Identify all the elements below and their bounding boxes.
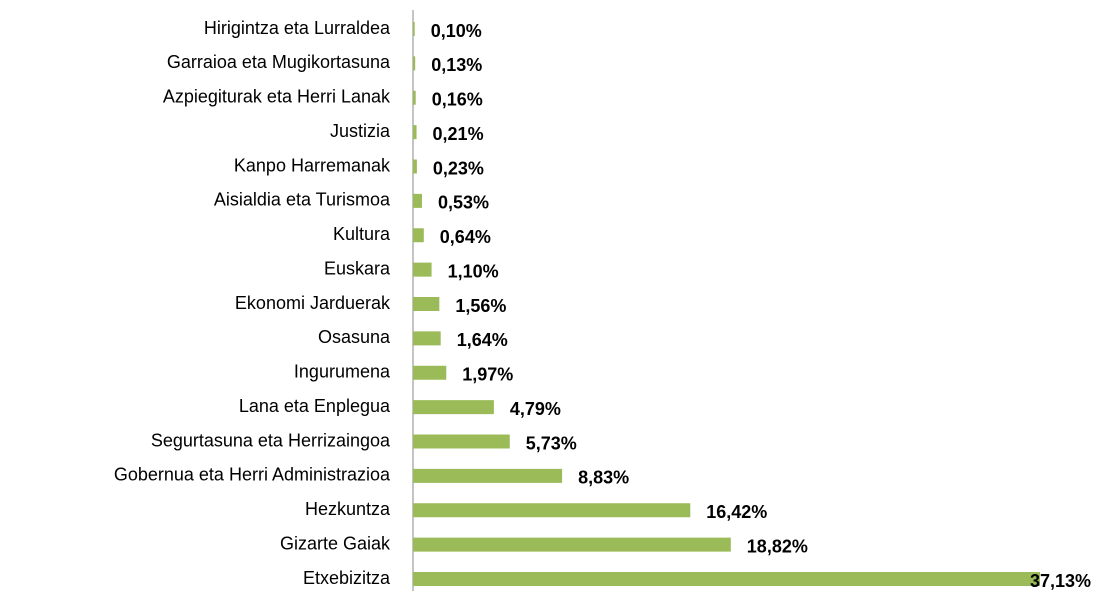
value-label: 1,10% — [448, 261, 499, 281]
value-label: 0,64% — [440, 227, 491, 247]
category-label: Kanpo Harremanak — [234, 155, 391, 175]
category-label: Lana eta Enplegua — [239, 396, 391, 416]
bar — [413, 22, 415, 36]
value-label: 0,21% — [433, 124, 484, 144]
bar — [413, 90, 416, 105]
value-label: 0,13% — [431, 55, 482, 75]
category-label: Osasuna — [318, 327, 391, 347]
bar — [413, 297, 440, 311]
value-label: 16,42% — [706, 502, 767, 522]
category-label: Justizia — [330, 121, 391, 141]
bar — [413, 468, 563, 483]
value-label: 5,73% — [526, 433, 577, 453]
category-label: Ingurumena — [294, 362, 391, 382]
bar — [413, 331, 441, 346]
bar — [413, 228, 424, 243]
bar — [413, 56, 416, 71]
bar — [413, 159, 417, 174]
value-label: 1,56% — [455, 296, 506, 316]
category-label: Etxebizitza — [303, 568, 391, 588]
bar — [413, 193, 422, 208]
bar — [413, 572, 1040, 586]
category-label: Kultura — [333, 224, 391, 244]
value-label: 37,13% — [1030, 571, 1091, 591]
value-label: 18,82% — [747, 536, 808, 556]
category-label: Euskara — [324, 258, 391, 278]
category-label: Aisialdia eta Turismoa — [214, 190, 391, 210]
category-label: Ekonomi Jarduerak — [235, 293, 391, 313]
bar — [413, 365, 447, 380]
category-label: Segurtasuna eta Herrizaingoa — [151, 430, 391, 450]
category-label: Hezkuntza — [305, 499, 391, 519]
category-label: Azpiegiturak eta Herri Lanak — [163, 87, 391, 107]
value-label: 1,97% — [462, 365, 513, 385]
bar — [413, 537, 731, 552]
value-label: 0,23% — [433, 158, 484, 178]
category-label: Gizarte Gaiak — [280, 533, 391, 553]
category-label: Garraioa eta Mugikortasuna — [167, 52, 391, 72]
bar — [413, 400, 494, 415]
value-label: 0,53% — [438, 193, 489, 213]
value-label: 8,83% — [578, 468, 629, 488]
value-label: 1,64% — [457, 330, 508, 350]
value-label: 4,79% — [510, 399, 561, 419]
bar — [413, 434, 510, 449]
value-label: 0,10% — [431, 21, 482, 41]
category-label: Gobernua eta Herri Administrazioa — [114, 465, 391, 485]
category-label: Hirigintza eta Lurraldea — [204, 18, 391, 38]
value-label: 0,16% — [432, 90, 483, 110]
bar — [413, 503, 691, 518]
bar — [413, 262, 432, 277]
bar — [413, 125, 417, 140]
